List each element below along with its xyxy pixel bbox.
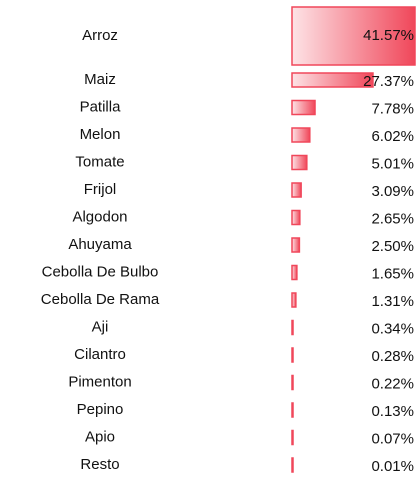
bar	[291, 347, 294, 363]
value-label: 6.02%	[371, 128, 414, 145]
category-label: Tomate	[75, 153, 124, 170]
category-label: Arroz	[82, 27, 118, 44]
value-label: 5.01%	[371, 155, 414, 172]
category-label: Pimenton	[68, 373, 131, 390]
category-label: Algodon	[72, 208, 127, 225]
value-label: 7.78%	[371, 100, 414, 117]
value-label: 0.13%	[371, 403, 414, 420]
value-label: 0.07%	[371, 430, 414, 447]
bar	[291, 374, 294, 391]
bar	[291, 99, 316, 116]
category-label: Melon	[80, 126, 121, 143]
category-label: Cilantro	[74, 346, 126, 363]
bar	[291, 457, 294, 473]
value-label: 1.65%	[371, 265, 414, 282]
bar	[291, 319, 294, 336]
bar	[291, 402, 294, 418]
value-label: 0.01%	[371, 458, 414, 475]
category-label: Frijol	[84, 181, 117, 198]
bar	[291, 6, 416, 66]
bar	[291, 72, 374, 88]
category-label: Apio	[85, 428, 115, 445]
bar	[291, 182, 302, 198]
category-label: Cebolla De Rama	[41, 291, 160, 308]
category-label: Aji	[92, 318, 109, 335]
bar	[291, 154, 308, 171]
value-label: 3.09%	[371, 183, 414, 200]
category-label: Patilla	[80, 98, 122, 115]
value-label: 0.28%	[371, 348, 414, 365]
bar	[291, 209, 301, 226]
category-label: Pepino	[77, 401, 124, 418]
value-label: 2.65%	[371, 210, 414, 227]
bar	[291, 264, 298, 281]
bar	[291, 429, 294, 446]
bar	[291, 127, 311, 143]
value-label: 27.37%	[363, 73, 414, 90]
bar	[291, 292, 297, 308]
category-label: Ahuyama	[68, 236, 132, 253]
bar	[291, 237, 301, 253]
category-label: Resto	[80, 456, 119, 473]
value-label: 0.34%	[371, 320, 414, 337]
category-label: Cebolla De Bulbo	[42, 263, 159, 280]
value-label: 0.22%	[371, 375, 414, 392]
category-label: Maiz	[84, 71, 116, 88]
value-label: 41.57%	[363, 27, 414, 44]
value-label: 2.50%	[371, 238, 414, 255]
value-label: 1.31%	[371, 293, 414, 310]
